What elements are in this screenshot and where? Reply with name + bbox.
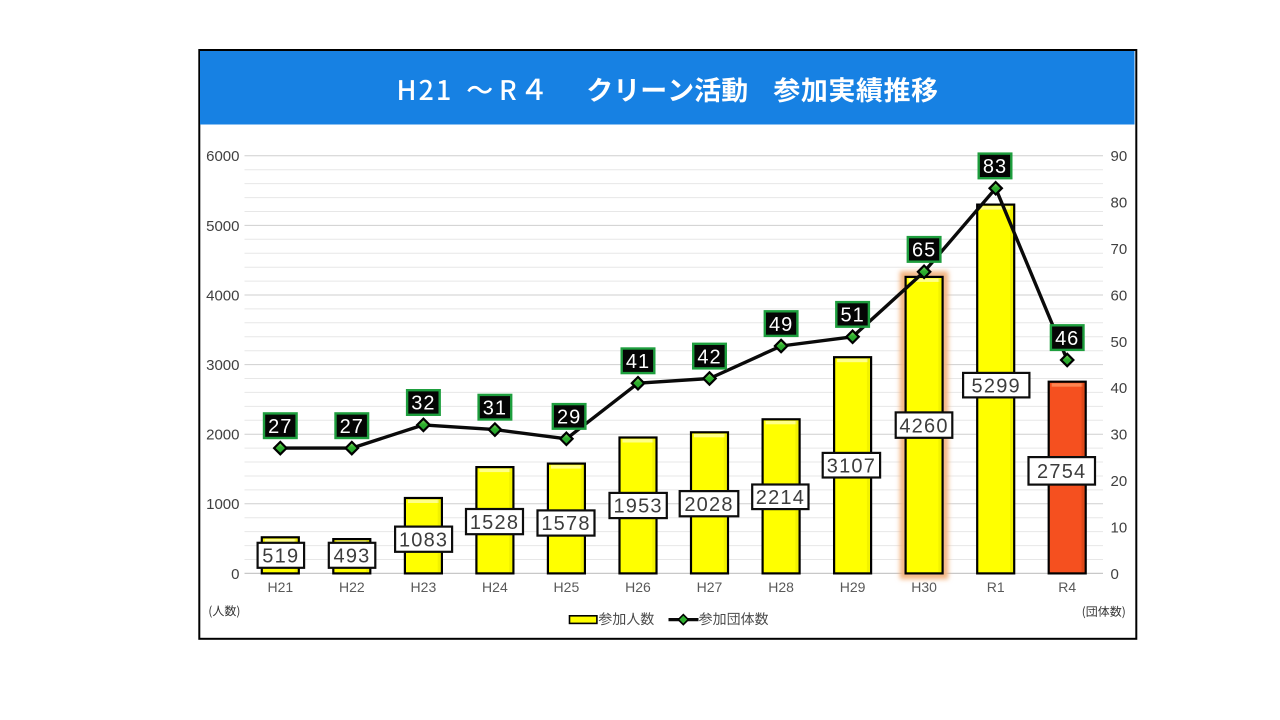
svg-text:60: 60 [1111, 287, 1128, 304]
svg-text:2754: 2754 [1037, 461, 1086, 483]
svg-text:H25: H25 [554, 579, 580, 595]
svg-text:H22: H22 [339, 579, 365, 595]
svg-text:27: 27 [268, 416, 292, 438]
svg-text:0: 0 [1111, 566, 1119, 583]
svg-text:42: 42 [697, 346, 721, 368]
svg-text:3107: 3107 [827, 455, 876, 477]
svg-text:519: 519 [262, 546, 299, 568]
svg-text:51: 51 [840, 305, 864, 327]
svg-text:80: 80 [1111, 195, 1128, 212]
svg-text:3000: 3000 [206, 357, 239, 374]
svg-text:2000: 2000 [206, 427, 239, 444]
svg-text:H21: H21 [267, 579, 293, 595]
svg-text:90: 90 [1111, 148, 1128, 165]
svg-text:46: 46 [1055, 328, 1079, 350]
svg-text:1000: 1000 [206, 496, 239, 513]
svg-text:2214: 2214 [756, 487, 805, 509]
svg-text:5299: 5299 [972, 375, 1021, 397]
svg-text:6000: 6000 [206, 148, 239, 165]
svg-text:30: 30 [1111, 427, 1128, 444]
svg-text:32: 32 [411, 393, 435, 415]
svg-text:2028: 2028 [684, 494, 733, 516]
svg-text:31: 31 [483, 397, 507, 419]
svg-text:H26: H26 [625, 579, 651, 595]
svg-text:10: 10 [1111, 519, 1128, 536]
svg-text:41: 41 [626, 351, 650, 373]
svg-text:0: 0 [231, 566, 239, 583]
svg-text:4260: 4260 [899, 415, 948, 437]
svg-text:H29: H29 [840, 579, 866, 595]
svg-text:29: 29 [557, 407, 581, 429]
svg-text:5000: 5000 [206, 218, 239, 235]
svg-text:H30: H30 [911, 579, 937, 595]
svg-text:H23: H23 [411, 579, 437, 595]
svg-text:R4: R4 [1058, 579, 1076, 595]
svg-text:49: 49 [769, 314, 793, 336]
svg-text:4000: 4000 [206, 287, 239, 304]
svg-text:20: 20 [1111, 473, 1128, 490]
svg-text:493: 493 [334, 546, 371, 568]
svg-text:1578: 1578 [541, 513, 590, 535]
svg-text:83: 83 [983, 156, 1007, 178]
svg-text:1528: 1528 [470, 512, 519, 534]
svg-text:H28: H28 [768, 579, 794, 595]
svg-text:27: 27 [340, 416, 364, 438]
svg-text:R1: R1 [987, 579, 1005, 595]
svg-text:1083: 1083 [399, 529, 448, 551]
svg-text:H27: H27 [697, 579, 723, 595]
svg-text:H24: H24 [482, 579, 508, 595]
svg-text:50: 50 [1111, 334, 1128, 351]
svg-text:1953: 1953 [613, 496, 662, 518]
svg-text:65: 65 [912, 240, 936, 262]
svg-text:40: 40 [1111, 380, 1128, 397]
svg-text:70: 70 [1111, 241, 1128, 258]
